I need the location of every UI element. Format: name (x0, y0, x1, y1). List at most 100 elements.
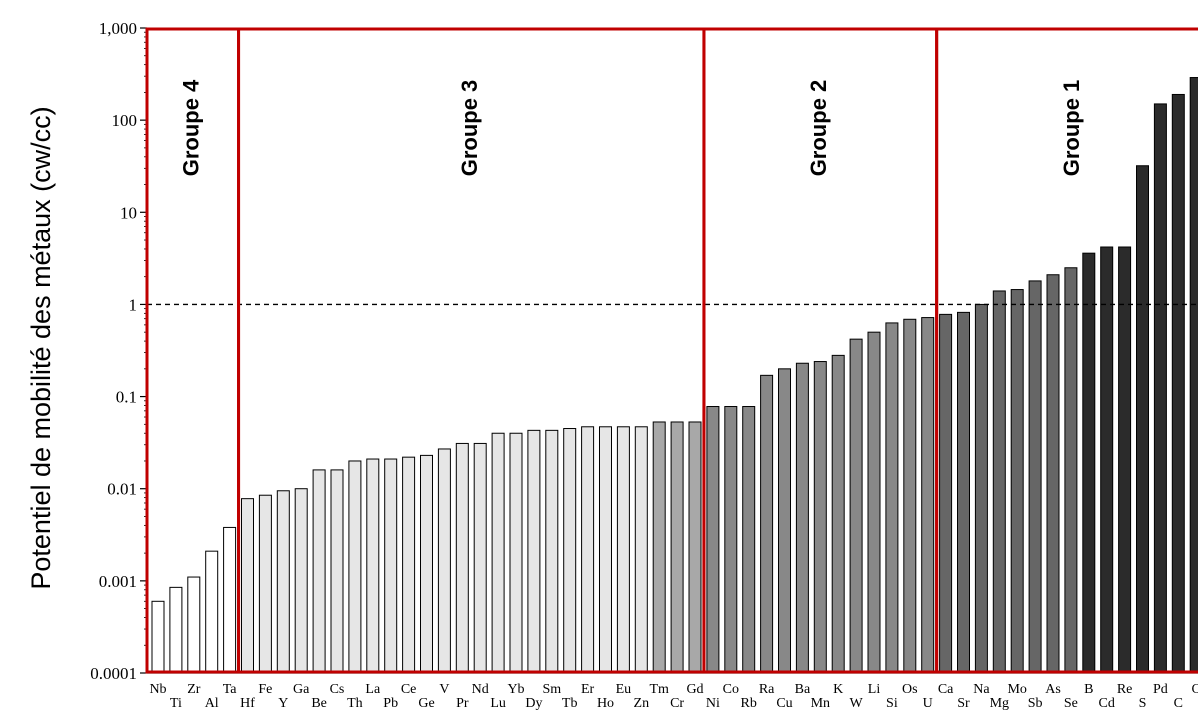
y-axis-title: Potentiel de mobilité des métaux (cw/cc) (26, 106, 56, 589)
bar (1046, 274, 1060, 674)
x-tick-label: Mg (990, 696, 1009, 711)
bar (348, 460, 362, 674)
x-tick-label: Sr (957, 696, 970, 711)
bar (1010, 289, 1024, 674)
x-tick-label: Ra (759, 682, 775, 697)
bar (688, 421, 702, 674)
x-tick-label: Ti (170, 696, 182, 711)
bar (509, 432, 523, 674)
x-tick-label: Pr (456, 696, 469, 711)
bar (742, 406, 756, 674)
x-tick-label: Zr (187, 682, 201, 697)
x-tick-label: Sb (1028, 696, 1043, 711)
x-tick-label: Yb (507, 682, 524, 697)
x-tick-label: Ca (938, 682, 954, 697)
x-tick-label: Be (311, 696, 327, 711)
bar (563, 428, 577, 674)
x-tick-label: Lu (490, 696, 506, 711)
bar (760, 374, 774, 674)
x-tick-label: Na (973, 682, 990, 697)
bar (491, 432, 505, 674)
x-tick-label: S (1139, 696, 1147, 711)
y-tick-label: 0.1 (116, 388, 137, 407)
x-tick-label: Os (902, 682, 918, 697)
x-tick-label: Cu (776, 696, 792, 711)
bar (1028, 280, 1042, 674)
x-tick-label: Er (581, 682, 595, 697)
x-tick-label: Pb (383, 696, 398, 711)
x-tick-label: Mo (1007, 682, 1026, 697)
x-tick-label: Gd (686, 682, 703, 697)
x-tick-label: Cr (670, 696, 684, 711)
bar (778, 368, 791, 674)
bar (1064, 267, 1078, 674)
bar (1189, 77, 1198, 674)
x-tick-label: Y (278, 696, 288, 711)
x-tick-label: Pd (1153, 682, 1168, 697)
x-tick-label: Re (1117, 682, 1133, 697)
bar (652, 421, 666, 674)
y-tick-label: 0.01 (107, 480, 137, 499)
bar (1171, 93, 1185, 674)
x-tick-label: Cs (330, 682, 345, 697)
bar (527, 429, 541, 674)
bar (384, 458, 398, 674)
x-tick-label: C (1174, 696, 1183, 711)
x-tick-label: La (365, 682, 381, 697)
x-tick-label: Li (868, 682, 881, 697)
y-tick-label: 0.001 (99, 572, 137, 591)
bar (187, 576, 201, 674)
bar (634, 426, 648, 674)
bar (939, 313, 953, 674)
x-tick-label: Hf (240, 696, 255, 711)
group-box (935, 27, 1198, 674)
bar (420, 454, 433, 674)
x-tick-label: Th (347, 696, 363, 711)
bar (1136, 165, 1149, 674)
bar (241, 498, 254, 674)
bar (473, 442, 487, 674)
bar (545, 429, 559, 674)
x-tick-label: Al (205, 696, 219, 711)
x-tick-label: Eu (616, 682, 632, 697)
bar (151, 600, 165, 674)
bar (706, 406, 720, 674)
x-tick-label: Co (723, 682, 739, 697)
x-tick-label: Sm (542, 682, 561, 697)
y-tick-label: 10 (120, 203, 137, 222)
bar (957, 311, 970, 674)
bar (1118, 246, 1132, 674)
x-tick-label: Si (886, 696, 898, 711)
bar (312, 469, 326, 674)
bar (903, 318, 917, 674)
bar (402, 456, 416, 674)
bar (599, 426, 612, 674)
group-label: Groupe 3 (457, 80, 482, 177)
x-tick-label: Cd (1099, 696, 1115, 711)
y-tick-label: 1 (129, 295, 138, 314)
bar (974, 303, 988, 674)
x-tick-label: B (1084, 682, 1093, 697)
bar (455, 442, 469, 674)
bar (276, 490, 290, 674)
x-tick-label: Dy (525, 696, 542, 711)
bar (885, 322, 899, 674)
group-label: Groupe 4 (179, 79, 204, 176)
bar (813, 361, 827, 674)
bar (795, 362, 809, 674)
x-tick-label: Nb (149, 682, 166, 697)
bar (867, 331, 881, 674)
x-tick-label: Se (1064, 696, 1078, 711)
bar (294, 488, 308, 674)
bar (258, 494, 272, 674)
x-tick-label: Ni (706, 696, 720, 711)
bar (1153, 103, 1167, 674)
bar (205, 550, 219, 674)
bar (849, 338, 863, 674)
x-tick-label: Mn (811, 696, 830, 711)
x-tick-label: Ge (418, 696, 434, 711)
bar (670, 421, 684, 674)
x-tick-label: Ba (795, 682, 811, 697)
